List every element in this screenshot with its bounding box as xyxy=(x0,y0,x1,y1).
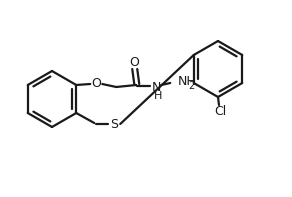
Text: O: O xyxy=(91,76,101,89)
Text: Cl: Cl xyxy=(214,104,226,117)
Text: 2: 2 xyxy=(188,81,194,91)
Text: S: S xyxy=(110,119,118,132)
Text: H: H xyxy=(154,91,162,101)
Text: NH: NH xyxy=(178,74,197,87)
Text: N: N xyxy=(152,81,161,94)
Text: O: O xyxy=(129,56,139,69)
